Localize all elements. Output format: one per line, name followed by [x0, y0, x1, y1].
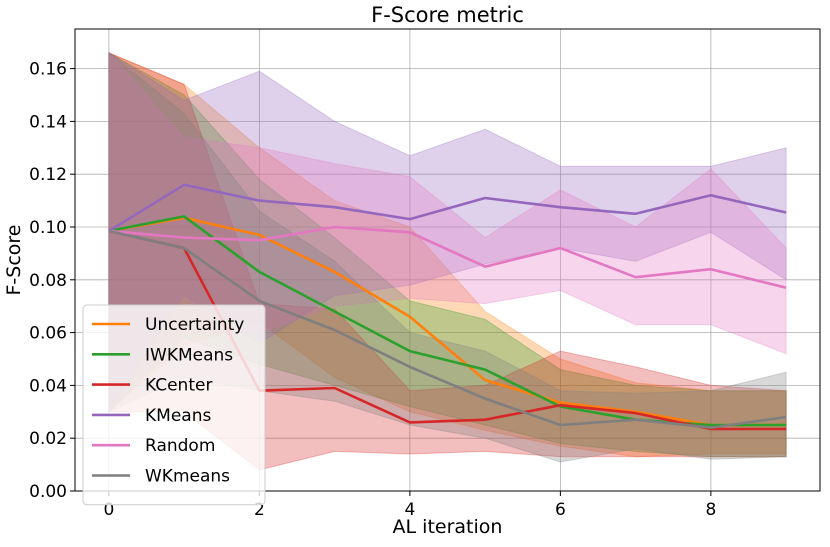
- x-axis-label: AL iteration: [393, 516, 503, 538]
- y-tick-label: 0.16: [29, 60, 67, 80]
- y-tick-label: 0.00: [29, 482, 67, 502]
- legend-label-iwkmeans: IWKMeans: [145, 345, 233, 365]
- axis-ticks: 0 2 4 6 8 0.00 0.02 0.04 0.06 0.08 0.10 0.12 0.14 0.1…: [29, 60, 716, 520]
- wkmeans-line: [108, 229, 787, 429]
- legend-label-wkmeans: WKmeans: [145, 467, 230, 487]
- legend-label-random: Random: [145, 436, 215, 456]
- kcenter-band: [108, 52, 787, 471]
- y-tick-label: 0.02: [29, 429, 67, 449]
- x-tick-label: 8: [705, 500, 716, 520]
- x-tick-label: 0: [103, 500, 114, 520]
- y-axis-label: F-Score: [3, 225, 25, 296]
- y-tick-label: 0.06: [29, 324, 67, 344]
- uncertainty-line: [108, 216, 787, 427]
- legend: Uncertainty IWKMeans KCenter KMeans Random WK…: [82, 304, 266, 506]
- wkmeans-band: [108, 51, 787, 463]
- confidence-bands: [108, 51, 787, 471]
- x-tick-label: 2: [254, 500, 265, 520]
- y-tick-label: 0.08: [29, 271, 67, 291]
- kmeans-band: [108, 51, 787, 414]
- chart-title: F-Score metric: [371, 3, 524, 27]
- y-tick-label: 0.12: [29, 165, 67, 185]
- random-line: [108, 225, 787, 289]
- uncertainty-band: [108, 52, 787, 458]
- x-tick-label: 4: [404, 500, 415, 520]
- y-tick-label: 0.04: [29, 376, 67, 396]
- legend-label-kmeans: KMeans: [145, 406, 211, 426]
- kmeans-line: [108, 183, 787, 233]
- y-tick-label: 0.10: [29, 218, 67, 238]
- plot-frame: [74, 28, 821, 492]
- iwkmeans-band: [108, 51, 787, 458]
- random-band: [108, 51, 787, 414]
- legend-label-uncertainty: Uncertainty: [145, 315, 244, 335]
- legend-label-kcenter: KCenter: [145, 376, 212, 396]
- x-tick-label: 6: [555, 500, 566, 520]
- y-tick-label: 0.14: [29, 112, 67, 132]
